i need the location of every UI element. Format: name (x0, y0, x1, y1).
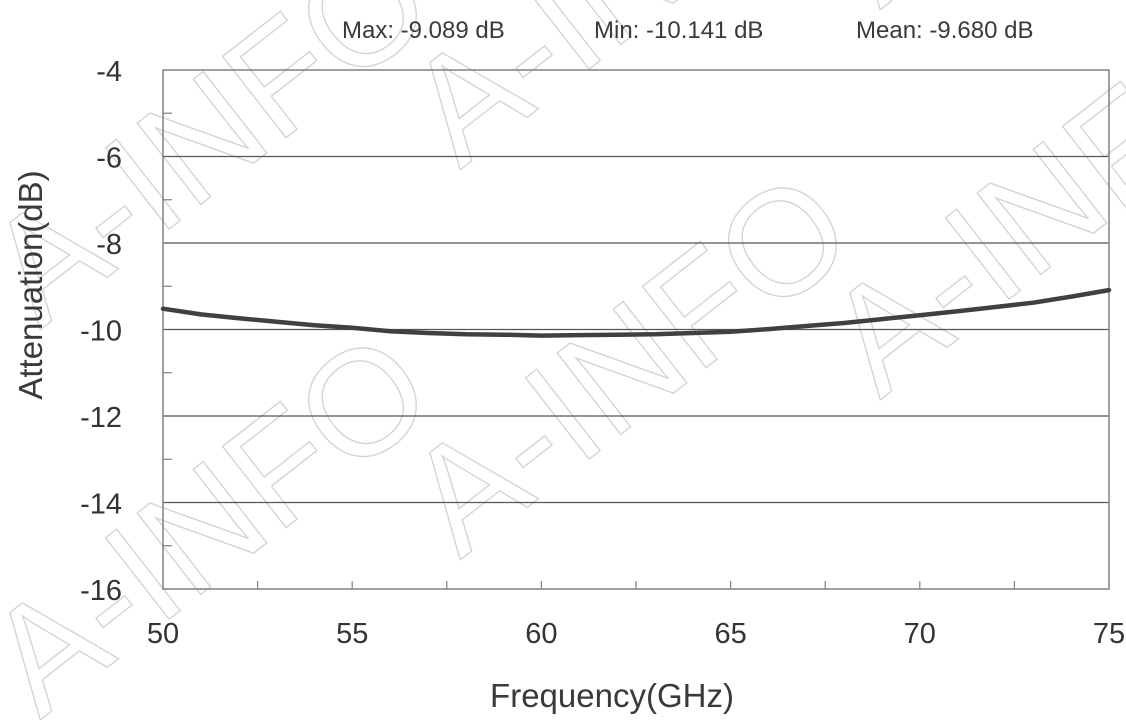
x-tick-label: 75 (1093, 618, 1125, 650)
x-tick-label: 60 (525, 618, 557, 650)
series-line (160, 287, 1112, 338)
x-axis-title: Frequency(GHz) (490, 677, 734, 714)
y-tick-label: -16 (80, 575, 122, 607)
stat-min: Min: -10.141 dB (594, 17, 763, 44)
y-tick-label: -6 (96, 143, 122, 175)
stat-mean: Mean: -9.680 dB (856, 17, 1033, 44)
y-tick-label: -14 (80, 489, 122, 521)
x-tick-label: 55 (336, 618, 368, 650)
plot-frame (162, 69, 1110, 590)
minor-ticks (163, 112, 1016, 589)
x-tick-label: 70 (904, 618, 936, 650)
y-tick-label: -8 (96, 229, 122, 261)
watermark-text: A-INFO (796, 0, 1126, 425)
x-tick-label: 50 (147, 618, 179, 650)
x-tick-label: 65 (714, 618, 746, 650)
stat-max: Max: -9.089 dB (342, 17, 505, 44)
grid-lines (163, 155, 1109, 504)
watermark-text: A-INFO (0, 300, 460, 720)
watermark-text: A-INFO (376, 140, 880, 585)
x-tick-labels: 50 55 60 65 70 75 (147, 618, 1125, 650)
y-tick-labels: -16 -14 -12 -10 -8 -6 -4 (80, 56, 122, 607)
y-tick-label: -4 (96, 56, 122, 88)
y-tick-label: -10 (80, 316, 122, 348)
y-tick-label: -12 (80, 402, 122, 434)
y-axis-title: Attenuation(dB) (12, 170, 49, 399)
